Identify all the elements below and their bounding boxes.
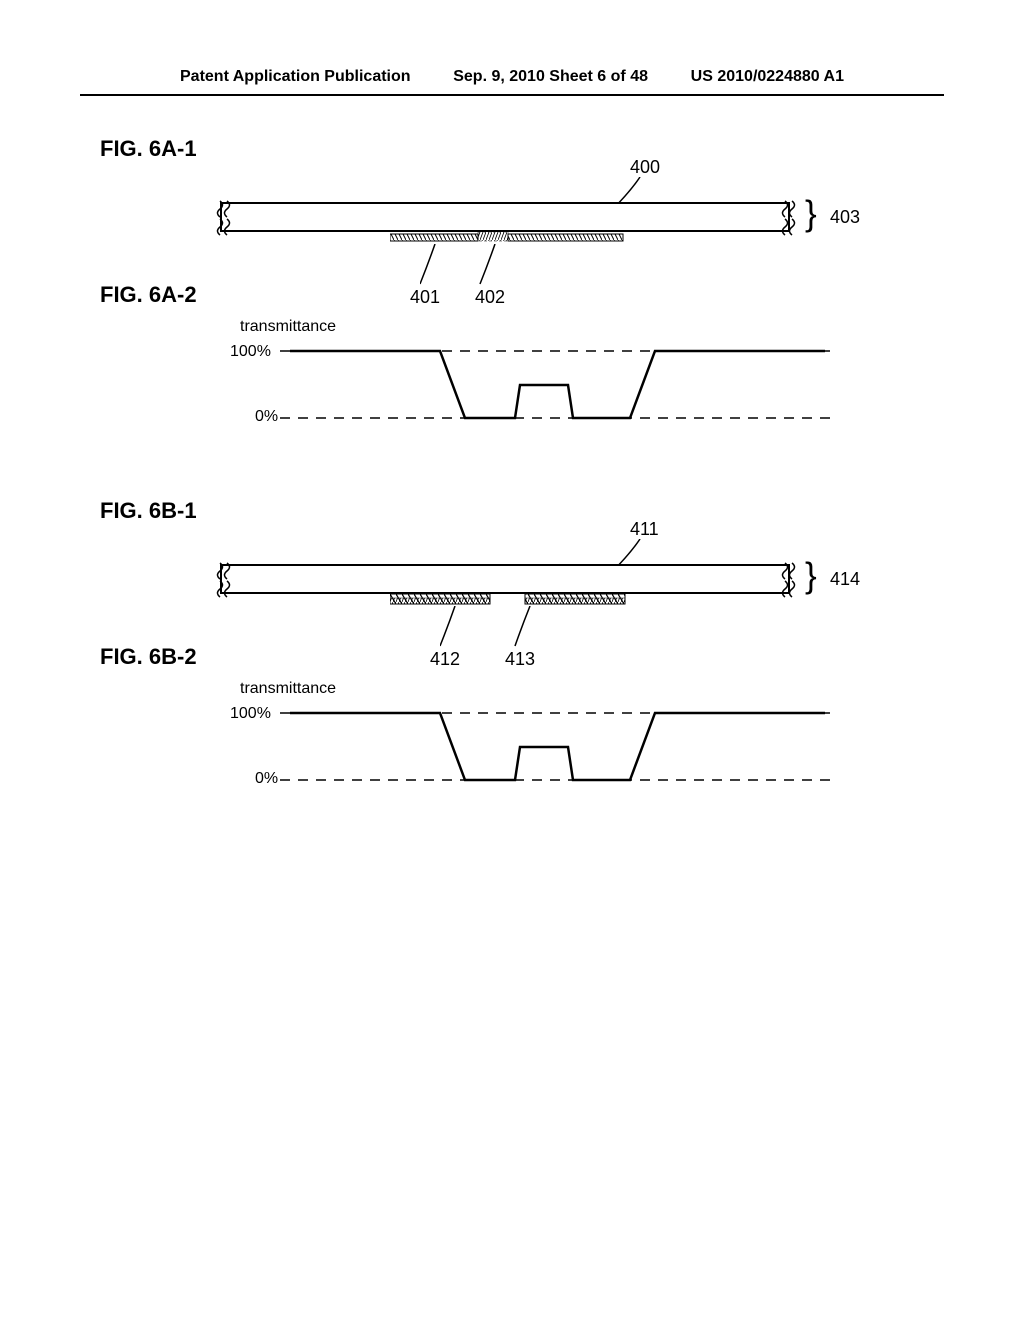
fig-label-6a1: FIG. 6A-1 <box>100 136 924 162</box>
diagram-6b1: 411 } <box>160 534 924 674</box>
header-center: Sep. 9, 2010 Sheet 6 of 48 <box>453 68 648 86</box>
ylabel-a: transmittance <box>240 318 336 336</box>
figure-6a: FIG. 6A-1 400 <box>100 136 924 438</box>
y100-b: 100% <box>230 705 271 723</box>
transmittance-chart-a <box>280 343 840 428</box>
y100-a: 100% <box>230 343 271 361</box>
ref-400: 400 <box>630 157 660 178</box>
ylabel-b: transmittance <box>240 680 336 698</box>
ref-414: 414 <box>830 569 860 590</box>
brace-414-icon: } <box>805 556 817 596</box>
break-right-icon <box>780 197 800 237</box>
break-left-icon <box>215 197 235 237</box>
chart-6a2: transmittance 100% 0% <box>160 318 924 438</box>
page-header: Patent Application Publication Sep. 9, 2… <box>80 0 944 96</box>
substrate-400 <box>220 202 790 232</box>
diagram-6a1: 400 } <box>160 172 924 312</box>
ref-401: 401 <box>410 287 440 308</box>
fig-label-6b1: FIG. 6B-1 <box>100 498 924 524</box>
ref-411: 411 <box>630 519 659 540</box>
y0-b: 0% <box>255 770 278 788</box>
content: FIG. 6A-1 400 <box>0 96 1024 900</box>
figure-6b: FIG. 6B-1 411 <box>100 498 924 800</box>
break-left-b-icon <box>215 559 235 599</box>
ref-402: 402 <box>475 287 505 308</box>
header-right: US 2010/0224880 A1 <box>691 68 844 86</box>
substrate-411 <box>220 564 790 594</box>
break-right-b-icon <box>780 559 800 599</box>
header-left: Patent Application Publication <box>180 68 411 86</box>
ref-412: 412 <box>430 649 460 670</box>
y0-a: 0% <box>255 408 278 426</box>
ref-413: 413 <box>505 649 535 670</box>
transmittance-chart-b <box>280 705 840 790</box>
chart-6b2: transmittance 100% 0% <box>160 680 924 800</box>
brace-403-icon: } <box>805 194 817 234</box>
ref-403: 403 <box>830 207 860 228</box>
